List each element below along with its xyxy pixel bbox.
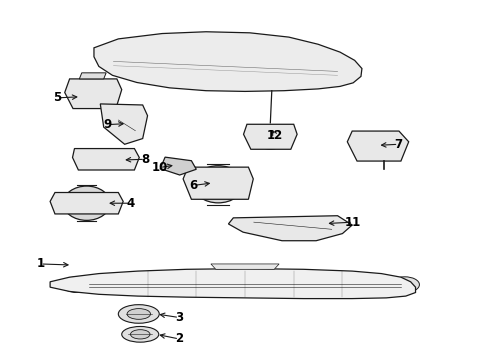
Text: 8: 8: [141, 153, 149, 166]
Ellipse shape: [367, 139, 386, 153]
Text: 7: 7: [394, 138, 403, 151]
Text: 3: 3: [175, 311, 183, 324]
Ellipse shape: [113, 154, 127, 165]
Text: 9: 9: [103, 118, 112, 131]
Polygon shape: [50, 193, 123, 214]
Ellipse shape: [88, 154, 103, 165]
Ellipse shape: [390, 277, 419, 293]
Ellipse shape: [127, 309, 150, 319]
Polygon shape: [228, 216, 352, 241]
Ellipse shape: [62, 277, 92, 293]
Ellipse shape: [255, 126, 286, 149]
Ellipse shape: [130, 330, 150, 339]
Text: 10: 10: [151, 161, 168, 174]
Polygon shape: [244, 124, 297, 149]
Polygon shape: [79, 73, 106, 79]
Ellipse shape: [257, 218, 278, 230]
Polygon shape: [94, 32, 362, 91]
Text: 12: 12: [267, 129, 283, 142]
Text: 11: 11: [345, 216, 361, 229]
Ellipse shape: [93, 95, 105, 104]
Ellipse shape: [358, 132, 395, 159]
Ellipse shape: [70, 281, 84, 288]
Ellipse shape: [204, 174, 232, 194]
Ellipse shape: [263, 132, 278, 144]
Ellipse shape: [398, 281, 412, 288]
Polygon shape: [65, 79, 122, 109]
Text: 2: 2: [175, 333, 183, 346]
Ellipse shape: [122, 327, 159, 342]
Ellipse shape: [193, 166, 244, 203]
Polygon shape: [211, 264, 279, 269]
Polygon shape: [183, 167, 253, 199]
Ellipse shape: [304, 223, 322, 234]
Polygon shape: [347, 131, 409, 161]
Text: 5: 5: [53, 91, 62, 104]
Text: 4: 4: [126, 197, 135, 210]
Polygon shape: [160, 157, 196, 175]
Text: 6: 6: [190, 179, 198, 192]
Polygon shape: [100, 104, 147, 144]
Text: 1: 1: [36, 257, 45, 270]
Polygon shape: [50, 269, 416, 298]
Polygon shape: [73, 149, 139, 170]
Ellipse shape: [74, 194, 99, 212]
Ellipse shape: [118, 305, 159, 323]
Ellipse shape: [63, 186, 110, 220]
Ellipse shape: [90, 85, 103, 95]
